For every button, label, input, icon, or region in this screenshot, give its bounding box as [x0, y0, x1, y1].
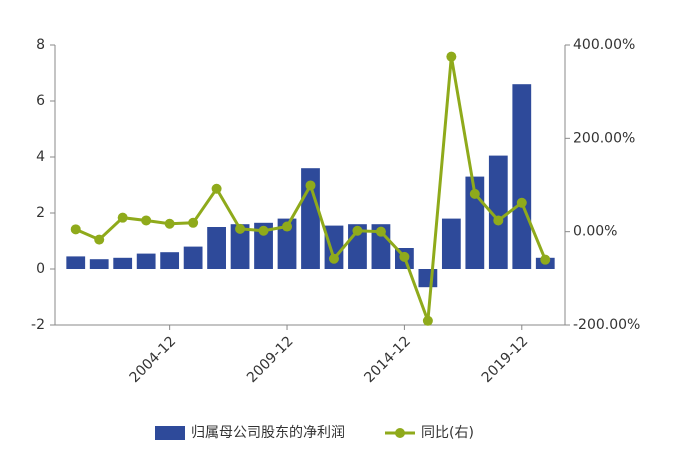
- y2-tick-label: -200.00%: [573, 317, 640, 333]
- y2-tick-label: 0.00%: [573, 224, 617, 240]
- line-point: [328, 253, 339, 264]
- line-point: [493, 215, 504, 226]
- line-point: [375, 226, 386, 237]
- line-point: [188, 217, 199, 228]
- x-tick-label: 2004-12: [127, 333, 180, 386]
- line-point: [258, 225, 269, 236]
- line-point: [305, 180, 316, 191]
- line-point: [540, 254, 551, 265]
- y-tick-label: -2: [31, 317, 45, 333]
- line-point: [235, 223, 246, 234]
- line-point: [446, 51, 457, 62]
- line-point: [94, 234, 105, 245]
- bar: [418, 269, 438, 288]
- legend-label: 归属母公司股东的净利润: [191, 424, 345, 441]
- y-tick-label: 4: [36, 149, 45, 165]
- bar: [277, 218, 297, 269]
- y-tick-label: 8: [36, 37, 45, 53]
- bar: [441, 218, 461, 269]
- y-tick-label: 2: [36, 205, 45, 221]
- x-tick-label: 2009-12: [244, 333, 297, 386]
- bar: [230, 224, 250, 269]
- line-point: [164, 218, 175, 229]
- bar: [183, 246, 203, 269]
- bar: [66, 256, 86, 269]
- line-point: [211, 183, 222, 194]
- legend-swatch: [155, 426, 185, 440]
- x-tick-label: 2014-12: [361, 333, 414, 386]
- line-point: [399, 251, 410, 262]
- bar: [207, 227, 226, 269]
- bar: [113, 257, 133, 269]
- y2-tick-label: 400.00%: [573, 37, 635, 53]
- bar: [160, 252, 180, 269]
- line-point: [282, 221, 293, 232]
- bar: [89, 259, 109, 269]
- line-point: [516, 197, 527, 208]
- line-point: [469, 188, 480, 199]
- line-point: [352, 225, 363, 236]
- bar: [136, 253, 156, 269]
- y-tick-label: 6: [36, 93, 45, 109]
- legend-label: 同比(右): [421, 425, 474, 441]
- legend-swatch-dot: [395, 428, 405, 438]
- line-point: [422, 315, 433, 326]
- line-point: [117, 212, 128, 223]
- y-tick-label: 0: [36, 261, 45, 277]
- x-tick-label: 2019-12: [479, 333, 532, 386]
- bar: [254, 222, 273, 269]
- bar: [488, 155, 508, 269]
- line-point: [70, 224, 81, 235]
- line-point: [141, 215, 152, 226]
- bar: [512, 84, 532, 269]
- y2-tick-label: 200.00%: [573, 130, 635, 146]
